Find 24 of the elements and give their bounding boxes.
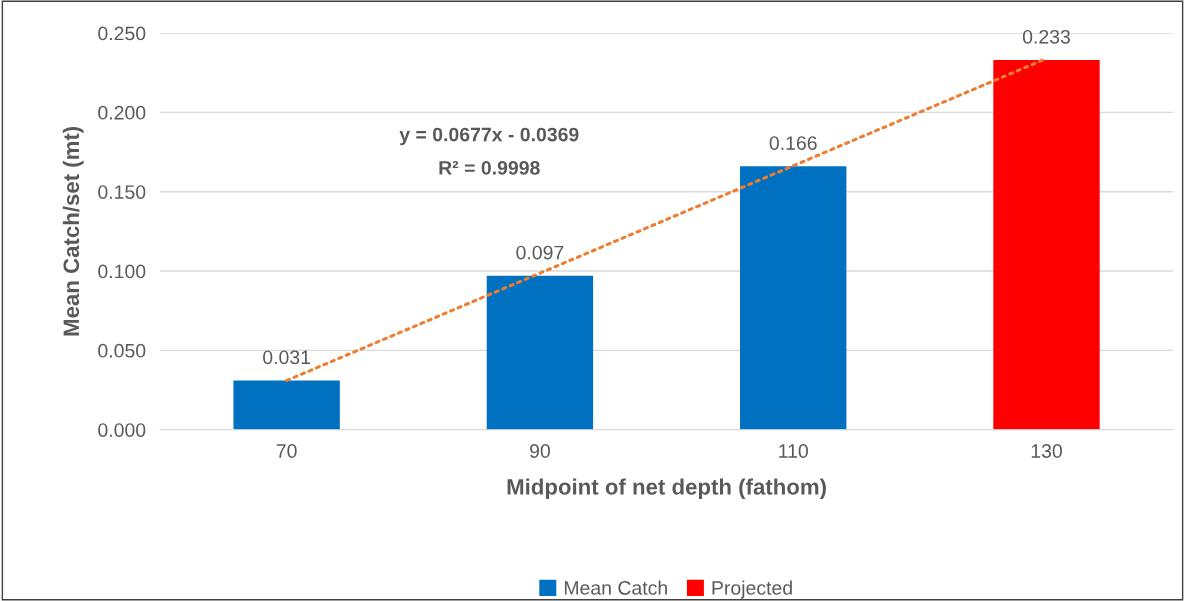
y-tick-label: 0.150	[98, 185, 146, 199]
x-tick-label: 130	[1031, 444, 1062, 458]
data-label: 0.233	[1022, 29, 1070, 44]
x-tick-label: 70	[276, 444, 297, 458]
y-tick-label: 0.250	[98, 26, 146, 41]
legend-label: Projected	[712, 580, 792, 599]
bar	[233, 380, 340, 430]
y-tick-label: 0.200	[98, 105, 146, 120]
bar	[486, 275, 594, 430]
data-label: 0.166	[769, 136, 817, 150]
legend-label: Mean Catch	[564, 580, 667, 595]
data-label: 0.097	[516, 245, 564, 260]
x-axis-title: Midpoint of net depth (fathom)	[507, 478, 826, 500]
bar	[993, 60, 1100, 430]
annotation: y = 0.0677x - 0.0369	[399, 127, 579, 146]
y-tick-label: 0.000	[98, 423, 146, 437]
annotation: R² = 0.9998	[439, 160, 540, 175]
data-label: 0.031	[263, 350, 310, 365]
y-tick-label: 0.050	[98, 343, 146, 358]
x-tick-label: 90	[530, 444, 550, 458]
x-tick-label: 110	[779, 444, 808, 458]
bar	[740, 166, 847, 430]
y-axis-title: Mean Catch/set (mt)	[62, 126, 84, 336]
y-tick-label: 0.100	[98, 264, 146, 279]
